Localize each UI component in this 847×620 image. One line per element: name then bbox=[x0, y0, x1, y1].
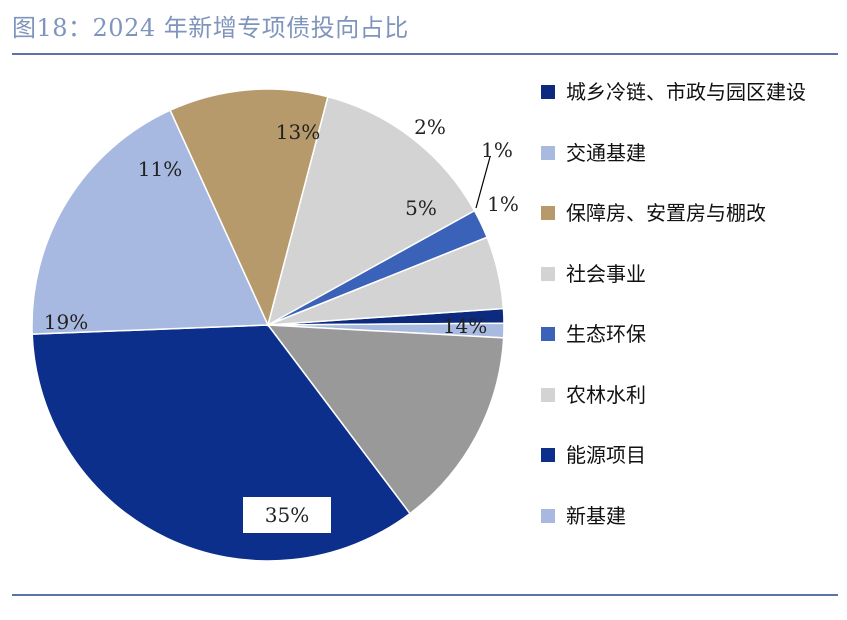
legend-swatch bbox=[541, 145, 555, 160]
legend-label: 新基建 bbox=[566, 503, 626, 528]
legend-item: 交通基建 bbox=[541, 139, 841, 200]
leader-line bbox=[475, 156, 491, 209]
legend-item: 能源项目 bbox=[541, 441, 841, 502]
legend: 城乡冷链、市政与园区建设 交通基建保障房、安置房与棚改 社会事业生态环保农林水利能源… bbox=[541, 78, 841, 562]
data-label: 11% bbox=[138, 157, 182, 181]
legend-item: 新基建 bbox=[541, 502, 841, 563]
legend-label: 保障房、安置房与棚改 bbox=[566, 201, 766, 225]
pie-slice bbox=[31, 109, 270, 335]
data-label: 1% bbox=[481, 138, 513, 162]
data-label: 1% bbox=[487, 192, 519, 216]
legend-item: 保障房、安置房与棚改 bbox=[541, 199, 841, 260]
data-label: 13% bbox=[276, 120, 320, 144]
legend-label: 社会事业 bbox=[566, 261, 646, 286]
legend-item: 生态环保 bbox=[541, 320, 841, 381]
data-label-box bbox=[243, 497, 331, 533]
legend-label: 能源项目 bbox=[566, 443, 646, 467]
legend-swatch bbox=[541, 387, 555, 402]
top-divider bbox=[12, 53, 838, 55]
legend-item: 社会事业 bbox=[541, 260, 841, 321]
legend-swatch bbox=[541, 85, 555, 99]
data-label: 35% bbox=[265, 503, 309, 527]
legend-swatch bbox=[541, 448, 555, 462]
legend-swatch bbox=[541, 206, 555, 220]
legend-swatch bbox=[541, 266, 555, 281]
legend-label: 农林水利 bbox=[566, 382, 646, 407]
data-label: 2% bbox=[414, 115, 446, 139]
pie-slice bbox=[266, 324, 505, 515]
legend-swatch bbox=[541, 327, 555, 341]
data-label: 14% bbox=[443, 314, 487, 338]
pie-slice bbox=[266, 95, 476, 327]
legend-item: 农林水利 bbox=[541, 381, 841, 442]
data-label: 5% bbox=[405, 196, 437, 220]
legend-label: 城乡冷链、市政与园区建设 bbox=[566, 80, 806, 104]
data-label: 19% bbox=[44, 310, 88, 334]
legend-label: 生态环保 bbox=[566, 322, 646, 346]
legend-label: 交通基建 bbox=[566, 140, 646, 165]
pie-slice bbox=[267, 236, 505, 326]
legend-item: 城乡冷链、市政与园区建设 bbox=[541, 78, 841, 139]
bottom-divider bbox=[12, 594, 838, 596]
legend-swatch bbox=[541, 508, 555, 523]
chart-title: 图18：2024 年新增专项债投向占比 bbox=[12, 14, 409, 42]
pie-slice bbox=[169, 88, 329, 328]
